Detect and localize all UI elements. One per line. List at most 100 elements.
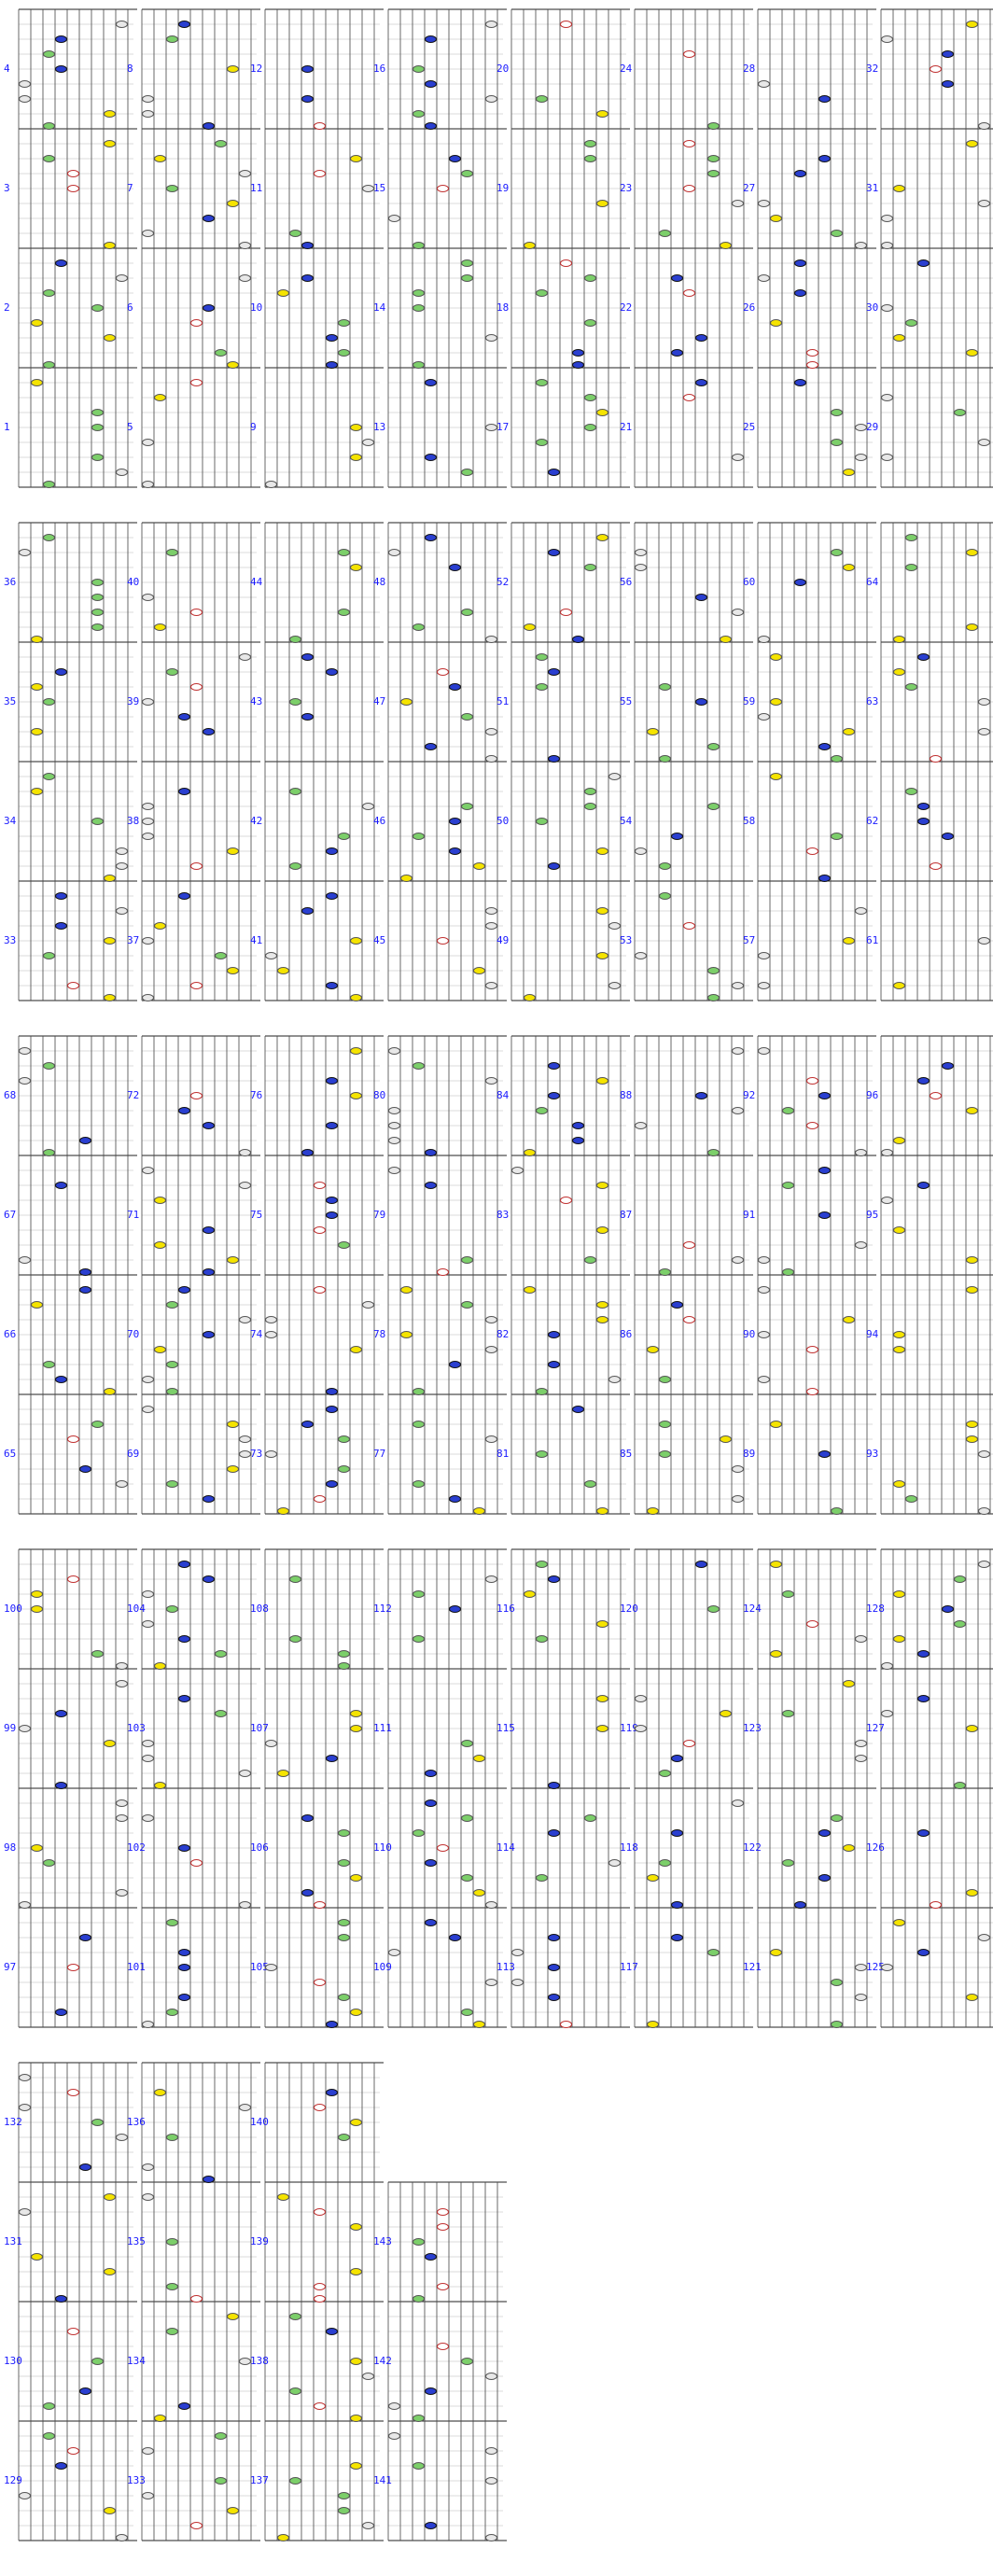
note xyxy=(770,698,782,706)
measure-number: 78 xyxy=(373,1328,385,1340)
note xyxy=(881,1197,893,1204)
note xyxy=(461,1301,473,1309)
note xyxy=(917,818,930,825)
measure-number: 136 xyxy=(127,2116,146,2128)
note xyxy=(215,952,227,959)
measure-number: 73 xyxy=(250,1448,262,1460)
measure-number: 21 xyxy=(620,421,632,433)
note xyxy=(572,361,584,369)
note xyxy=(905,564,917,571)
note xyxy=(548,1964,560,1971)
note xyxy=(350,2223,362,2231)
note xyxy=(596,1507,608,1515)
note xyxy=(720,1435,732,1443)
note xyxy=(289,2387,301,2395)
note xyxy=(142,2163,154,2171)
note xyxy=(142,1376,154,1383)
measure-number: 44 xyxy=(250,576,263,588)
note xyxy=(671,1901,683,1909)
note xyxy=(732,609,744,616)
note xyxy=(966,1421,978,1428)
note xyxy=(806,1122,818,1129)
note xyxy=(473,967,485,974)
note xyxy=(154,2089,166,2096)
measure-number: 108 xyxy=(250,1603,269,1615)
measure-number: 37 xyxy=(127,934,139,946)
note xyxy=(142,230,154,237)
note xyxy=(91,2358,104,2365)
note xyxy=(572,1406,584,1413)
note xyxy=(190,1092,203,1099)
note xyxy=(31,1605,43,1613)
measure-number: 130 xyxy=(4,2355,22,2367)
note xyxy=(707,803,720,810)
measure-number: 13 xyxy=(373,421,385,433)
measure-number: 65 xyxy=(4,1448,16,1460)
measure-number: 42 xyxy=(250,815,262,827)
note xyxy=(437,2343,449,2350)
measure-column: 9 10 11 12 xyxy=(250,8,384,488)
note xyxy=(548,469,560,476)
note xyxy=(473,2021,485,2028)
measure-number: 72 xyxy=(127,1089,139,1101)
note xyxy=(758,952,770,959)
note xyxy=(425,454,437,461)
note xyxy=(55,1376,67,1383)
note xyxy=(978,1507,990,1515)
note xyxy=(930,862,942,870)
note xyxy=(954,1782,966,1789)
note xyxy=(227,361,239,369)
measure-number: 3 xyxy=(4,182,10,194)
note xyxy=(794,289,806,297)
note xyxy=(265,481,277,488)
note xyxy=(67,1575,79,1583)
note xyxy=(732,1256,744,1264)
note xyxy=(326,1480,338,1488)
note xyxy=(659,892,671,900)
note xyxy=(511,1949,524,1956)
note xyxy=(461,803,473,810)
measure-number: 117 xyxy=(620,1961,638,1973)
note xyxy=(104,994,116,1001)
note xyxy=(683,394,695,401)
note xyxy=(178,713,190,721)
note xyxy=(758,1256,770,1264)
note xyxy=(782,1859,794,1867)
note xyxy=(166,1605,178,1613)
note xyxy=(758,713,770,721)
note xyxy=(855,454,867,461)
note xyxy=(116,1889,128,1897)
note xyxy=(203,1331,215,1338)
measure-number: 99 xyxy=(4,1722,16,1734)
measure-number: 23 xyxy=(620,182,632,194)
note xyxy=(203,1268,215,1276)
measure-number: 19 xyxy=(496,182,509,194)
note xyxy=(930,1092,942,1099)
note xyxy=(536,1874,548,1882)
note xyxy=(166,1388,178,1395)
note xyxy=(166,1919,178,1926)
note xyxy=(572,1137,584,1144)
note xyxy=(178,892,190,900)
note xyxy=(758,1331,770,1338)
note xyxy=(831,1814,843,1822)
measure-column: 97 98 99 100 xyxy=(4,1548,137,2028)
note xyxy=(277,289,289,297)
note xyxy=(289,698,301,706)
note xyxy=(917,1829,930,1837)
measure-column: 57 58 59 60 xyxy=(743,522,876,1001)
note xyxy=(227,967,239,974)
note xyxy=(707,994,720,1001)
note xyxy=(942,1062,954,1070)
note xyxy=(265,1331,277,1338)
note xyxy=(31,1844,43,1852)
note xyxy=(831,755,843,763)
measure-number: 74 xyxy=(250,1328,263,1340)
note xyxy=(314,2295,326,2303)
note xyxy=(659,230,671,237)
note xyxy=(413,242,425,249)
measure-number: 39 xyxy=(127,695,139,707)
note xyxy=(485,95,497,103)
note xyxy=(215,1710,227,1717)
note xyxy=(350,2119,362,2126)
